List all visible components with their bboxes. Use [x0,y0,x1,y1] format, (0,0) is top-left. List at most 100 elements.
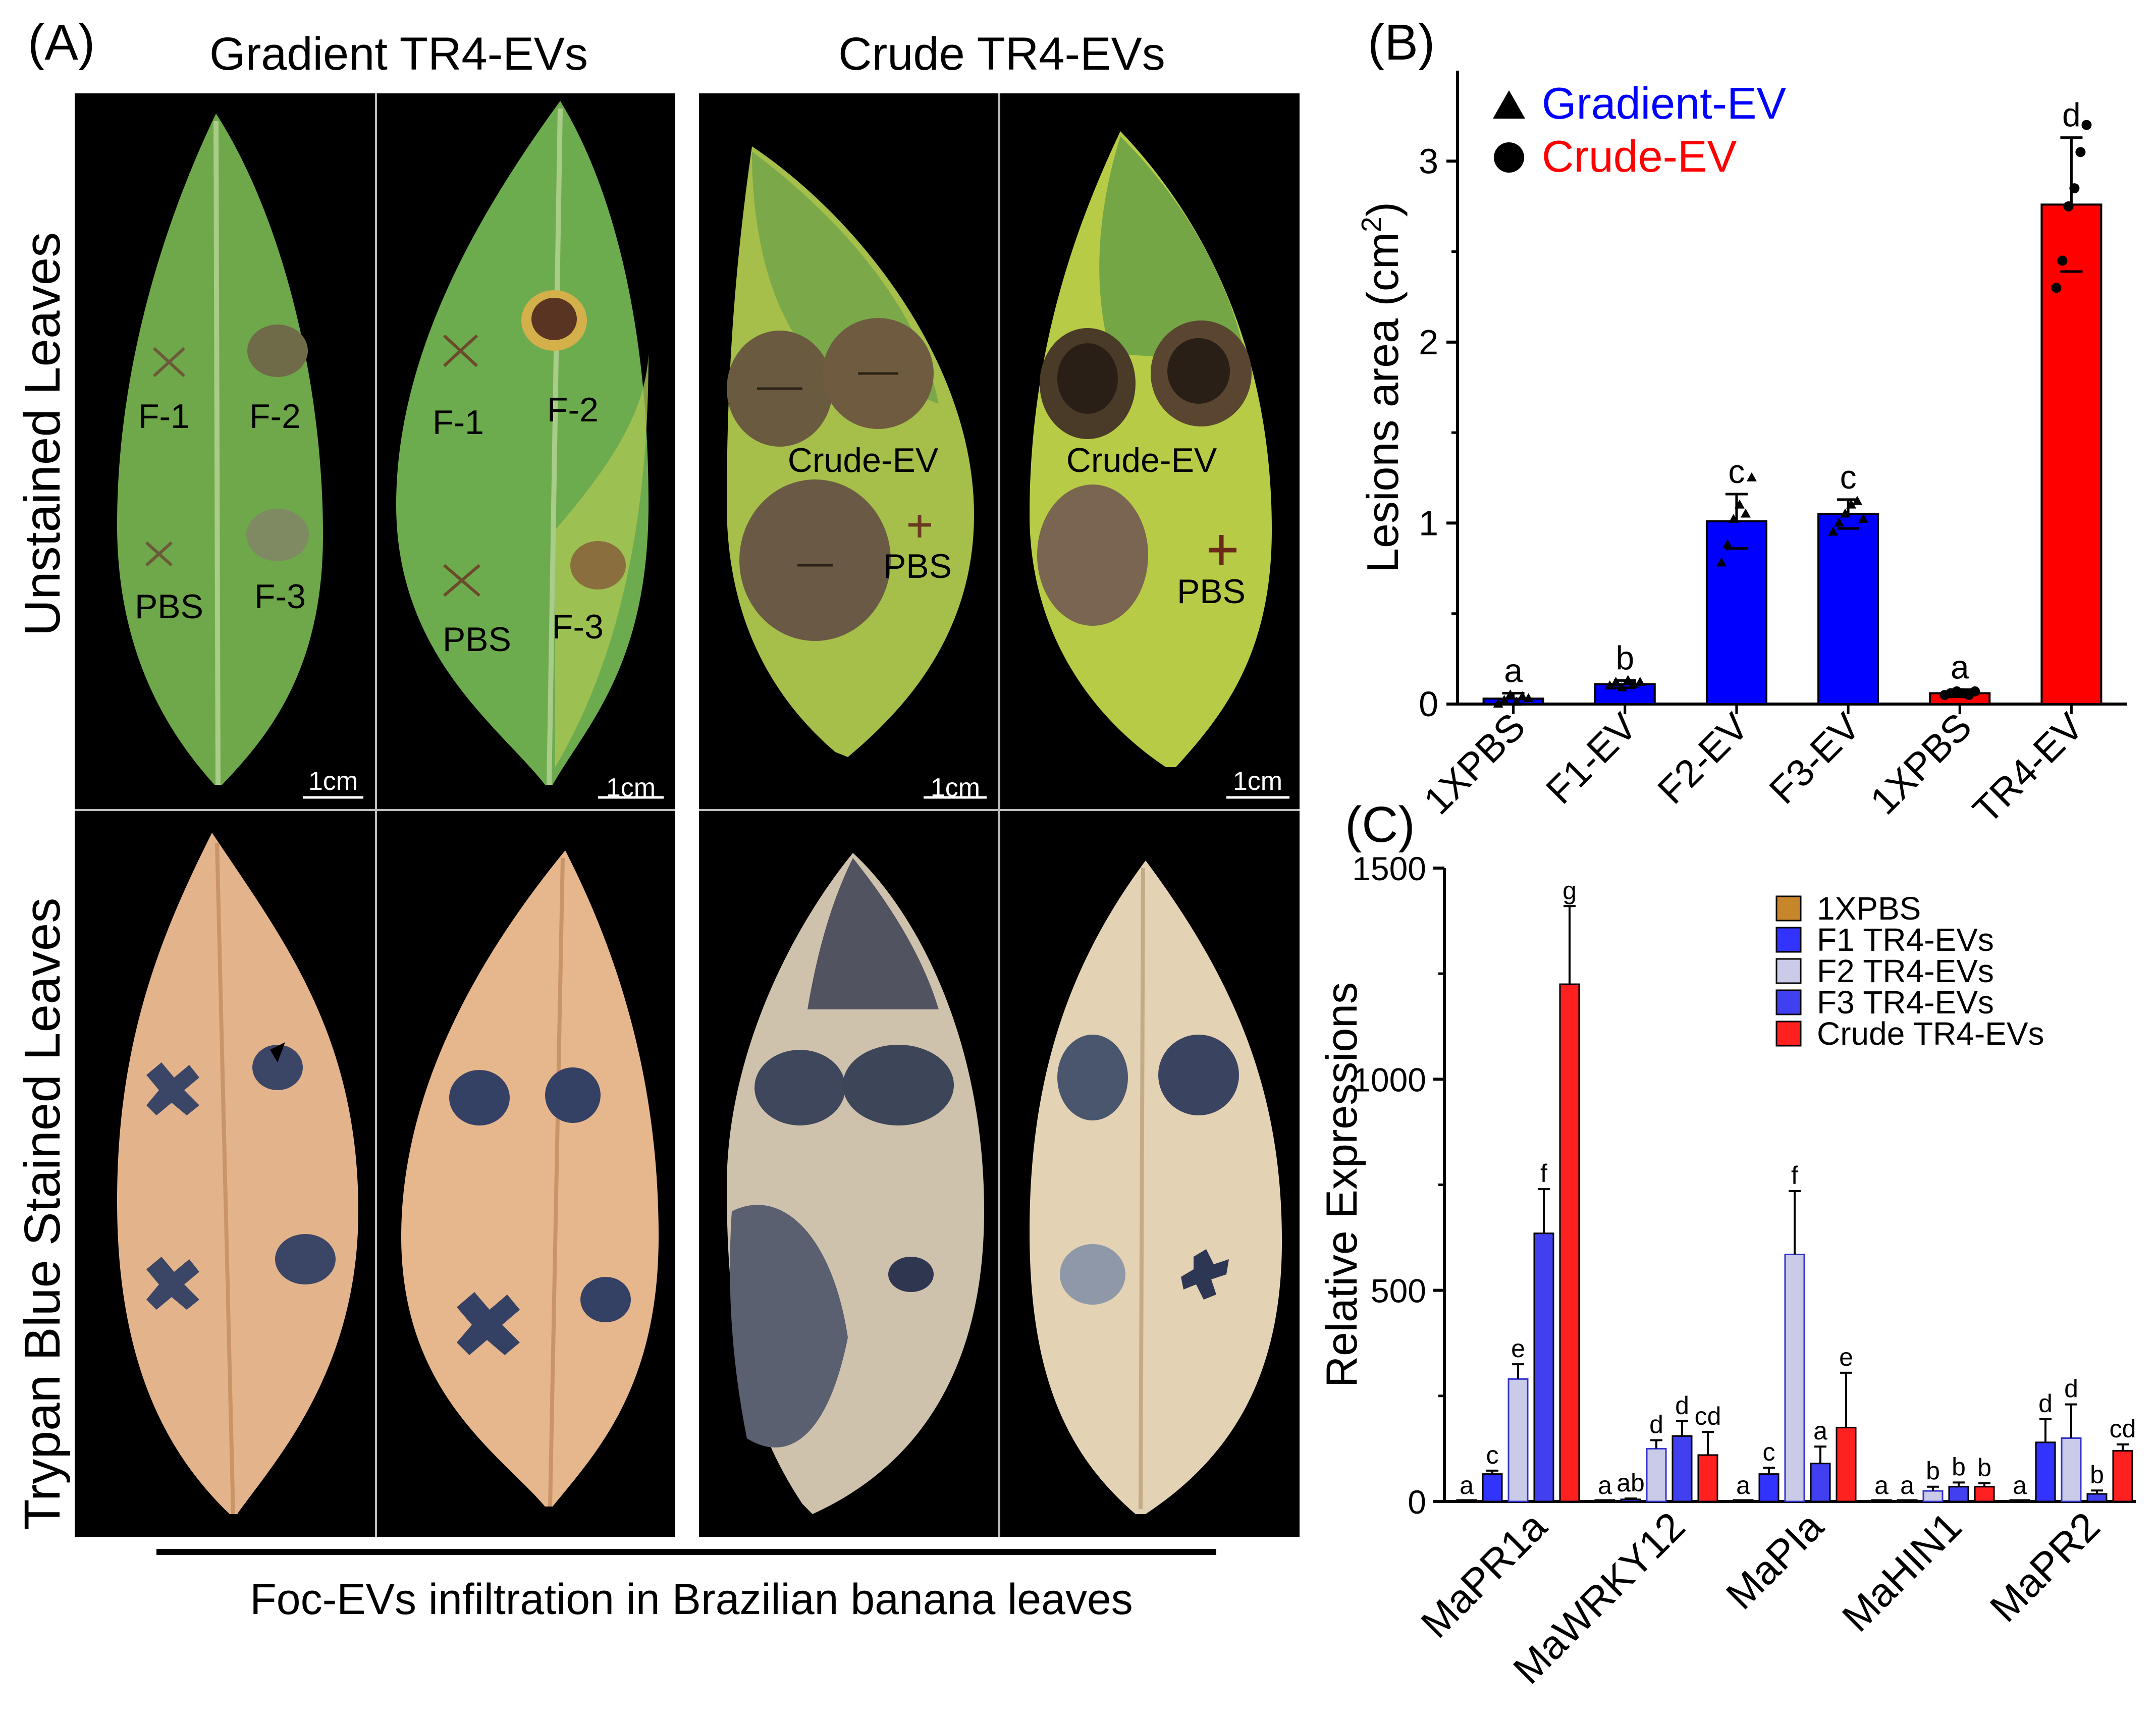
legend-label-b: Crude-EV [1542,131,1737,181]
y-tick-label-b: 2 [1419,323,1438,362]
leaf-unstained-crude-1 [727,146,974,757]
significance-letter-b: b [1615,639,1634,676]
data-point-b [2075,147,2086,157]
data-point-b [1635,676,1645,686]
bar-c [1646,1447,1667,1502]
significance-letter-b: c [1840,458,1857,496]
data-point-b [1970,686,1980,696]
leaf-unstained-gradient-2 [396,101,649,785]
legend-label-c: Crude TR4-EVs [1817,1015,2044,1052]
legend-marker-triangle [1493,90,1525,119]
data-point-b [1610,676,1621,686]
significance-letter-c: d [1675,1391,1689,1420]
significance-letter-c: cd [2110,1415,2136,1443]
bar-c [1620,1498,1641,1502]
scale-bar-label-4: 1cm [1233,767,1282,796]
bar-c [1672,1435,1693,1502]
scale-bar-label-1: 1cm [308,767,358,796]
significance-letter-c: b [1977,1454,1991,1482]
bar-c [1784,1254,1805,1502]
bar-c [1456,1499,1477,1502]
significance-letter-c: a [1736,1471,1750,1499]
legend-label-b: Gradient-EV [1542,78,1787,128]
bar-c [2035,1441,2056,1502]
bar-c [1594,1499,1615,1502]
row-title-unstained: Unstained Leaves [14,232,71,636]
bar-c [1697,1454,1718,1502]
scale-bar-label-3: 1cm [931,773,980,802]
legend-label-c: F1 TR4-EVs [1817,922,1994,958]
x-tick-label-c: MaPR1a [1413,1503,1555,1646]
significance-letter-c: a [1813,1417,1827,1445]
legend-swatch-c [1775,1020,1802,1047]
data-point-b [1858,514,1869,523]
data-point-b [1828,526,1839,536]
leaf-label-f2-b: F-2 [547,391,599,429]
col-title-gradient: Gradient TR4-EVs [209,28,588,80]
leaf-label-f3-a: F-3 [254,577,306,616]
data-point-b [2081,120,2092,130]
data-point-b [1493,699,1503,708]
significance-letter-c: b [2090,1461,2104,1489]
bar-b [1817,513,1879,705]
data-point-b [1728,514,1739,523]
leaf-label-f2-a: F-2 [249,397,301,436]
legend-swatch-c [1775,958,1802,984]
significance-letter-c: b [1926,1457,1940,1485]
y-tick-label-b: 3 [1419,141,1438,181]
bar-c [2061,1437,2082,1502]
data-point-b [1840,508,1851,518]
significance-letter-c: e [1511,1334,1525,1363]
y-tick-label-c: 0 [1408,1483,1426,1521]
data-point-b [1511,696,1522,706]
significance-letter-c: d [2038,1389,2053,1418]
significance-letter-c: cd [1695,1402,1721,1430]
y-tick-label-c: 500 [1371,1272,1426,1310]
legend-label-c: F3 TR4-EVs [1817,984,1994,1020]
significance-letter-c: c [1486,1441,1499,1469]
significance-letter-b: c [1728,453,1745,490]
leaf-label-crude-a: Crude-EV [788,441,939,479]
data-point-b [1623,675,1633,684]
data-point-b [1604,680,1615,690]
leaf-label-pbs-c: PBS [883,547,952,585]
significance-letter-b: d [2062,96,2081,134]
data-point-b [1716,557,1727,567]
data-point-b [1852,496,1863,505]
significance-letter-c: a [1598,1471,1612,1499]
leaf-label-pbs-a: PBS [135,587,203,626]
bar-c [1559,983,1580,1502]
leaf-label-f1-a: F-1 [138,397,190,436]
legend-label-c: 1XPBS [1817,890,1921,927]
significance-letter-c: a [1900,1471,1914,1499]
significance-letter-c: g [1562,876,1577,904]
significance-letter-c: d [2064,1375,2078,1403]
x-tick-label-b: F3-EV [1761,705,1869,813]
x-tick-label-c: MaHIN1 [1834,1503,1970,1640]
significance-letter-b: a [1951,648,1969,685]
bar-c [1507,1378,1529,1502]
y-tick-label-b: 1 [1419,503,1438,543]
bar-c [1758,1473,1780,1502]
bar-c [1482,1473,1503,1502]
x-tick-label-b: F1-EV [1538,705,1645,813]
y-axis-label-b: Lesions area (cm2) [1356,202,1408,573]
data-point-b [1505,689,1516,699]
leaf-label-pbs-d: PBS [1177,572,1246,611]
significance-letter-c: b [1952,1453,1966,1481]
panel-c-label: (C) [1345,796,1415,853]
leaf-label-f1-b: F-1 [433,403,484,442]
legend-label-c: F2 TR4-EVs [1817,953,1994,989]
data-point-b [1616,682,1627,691]
leaf-label-f3-b: F-3 [552,608,604,646]
significance-letter-c: a [1874,1471,1889,1499]
leaf-label-crude-b: Crude-EV [1066,441,1217,479]
leaf-unstained-gradient-1 [117,114,323,785]
bar-c [1871,1499,1892,1502]
x-tick-label-b: F2-EV [1650,705,1757,813]
leaf-label-pbs-b: PBS [443,620,511,659]
legend-swatch-c [1775,927,1802,953]
leaf-stained-crude-2 [1030,861,1282,1514]
bar-c [1897,1499,1918,1502]
data-point-b [1740,508,1751,518]
